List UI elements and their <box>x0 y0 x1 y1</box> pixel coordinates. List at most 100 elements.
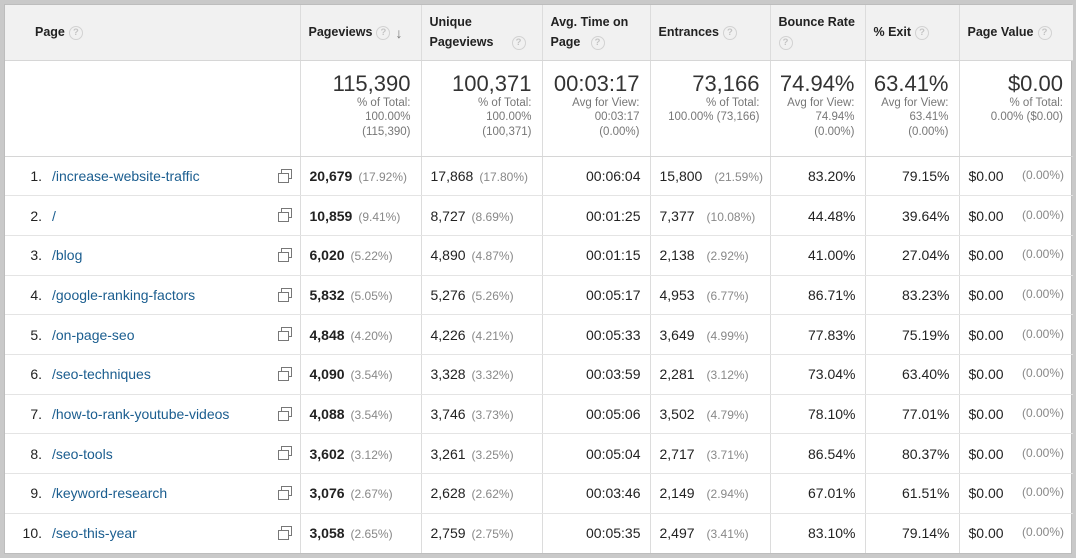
table-row: 3. /blog 6,020 (5.22%) 4,890 (4.87%) 00:01:… <box>5 235 1073 276</box>
row-number: 8. <box>30 445 42 462</box>
page-value-value: $0.00 <box>968 405 1004 422</box>
page-link[interactable]: /how-to-rank-youtube-videos <box>52 405 230 422</box>
pageviews-value: 20,679 <box>309 167 353 184</box>
exit-cell: 39.64% <box>865 195 960 236</box>
col-header-exit[interactable]: % Exit? <box>865 5 960 61</box>
page-link[interactable]: /google-ranking-factors <box>52 286 196 303</box>
col-header-entrances[interactable]: Entrances? <box>650 5 771 61</box>
table-row: 4. /google-ranking-factors 5,832 (5.05%) 5… <box>5 275 1073 316</box>
entrances-percent: (3.71%) <box>706 447 749 462</box>
open-in-new-window-icon[interactable] <box>277 525 292 540</box>
page-cell: 1. /increase-website-traffic <box>5 156 301 197</box>
open-in-new-window-icon[interactable] <box>277 446 292 461</box>
pageviews-percent: (3.54%) <box>350 368 393 383</box>
totals-page-value: $0.00 % of Total: 0.00% ($0.00) <box>959 60 1073 157</box>
page-value-percent: (0.00%) <box>1021 485 1064 500</box>
pageviews-value: 10,859 <box>309 207 353 224</box>
help-icon[interactable]: ? <box>511 35 526 50</box>
unique-pageviews-value: 4,890 <box>430 247 466 264</box>
pageviews-percent: (2.65%) <box>350 527 393 542</box>
help-icon[interactable]: ? <box>590 35 605 50</box>
avg-time-value: 00:01:25 <box>586 207 641 224</box>
entrances-percent: (2.94%) <box>706 487 749 502</box>
col-header-pageviews[interactable]: Pageviews? ↓ <box>300 5 422 61</box>
avg-time-value: 00:01:15 <box>586 247 641 264</box>
avg-time-cell: 00:05:35 <box>542 513 651 553</box>
page-value-value: $0.00 <box>968 485 1004 502</box>
bounce-rate-cell: 86.54% <box>770 433 866 474</box>
pageviews-cell: 20,679 (17.92%) <box>300 156 422 197</box>
totals-pageviews: 115,390 % of Total: 100.00% (115,390) <box>300 60 422 157</box>
open-in-new-window-icon[interactable] <box>277 327 292 342</box>
page-link[interactable]: /seo-techniques <box>52 366 151 383</box>
help-icon[interactable]: ? <box>68 25 83 40</box>
bounce-rate-value: 77.83% <box>808 326 856 343</box>
page-cell: 2. / <box>5 195 301 236</box>
bounce-rate-value: 83.20% <box>808 167 856 184</box>
pageviews-value: 3,058 <box>309 525 345 542</box>
page-link[interactable]: /increase-website-traffic <box>52 167 200 184</box>
pageviews-percent: (9.41%) <box>358 209 401 224</box>
page-link[interactable]: /on-page-seo <box>52 326 135 343</box>
col-header-page[interactable]: Page? <box>5 5 301 61</box>
help-icon[interactable]: ? <box>1037 25 1052 40</box>
open-in-new-window-icon[interactable] <box>277 366 292 381</box>
help-icon[interactable]: ? <box>722 25 737 40</box>
page-value-percent: (0.00%) <box>1021 525 1064 540</box>
page-link[interactable]: /seo-tools <box>52 445 113 462</box>
avg-time-value: 00:05:17 <box>586 286 641 303</box>
pageviews-percent: (4.20%) <box>350 328 393 343</box>
row-number: 3. <box>30 247 42 264</box>
help-icon[interactable]: ? <box>915 25 930 40</box>
page-cell: 10. /seo-this-year <box>5 513 301 553</box>
pageviews-value: 6,020 <box>309 247 345 264</box>
unique-pageviews-cell: 8,727 (8.69%) <box>421 195 543 236</box>
col-header-unique-pageviews[interactable]: Unique Pageviews? <box>421 5 543 61</box>
entrances-percent: (4.99%) <box>706 328 749 343</box>
unique-pageviews-cell: 4,226 (4.21%) <box>421 314 543 355</box>
pageviews-cell: 3,076 (2.67%) <box>300 473 422 514</box>
page-link[interactable]: /seo-this-year <box>52 525 137 542</box>
page-value-percent: (0.00%) <box>1021 247 1064 262</box>
open-in-new-window-icon[interactable] <box>277 247 292 262</box>
open-in-new-window-icon[interactable] <box>277 287 292 302</box>
page-link[interactable]: /blog <box>52 247 83 264</box>
col-header-avg-time[interactable]: Avg. Time on Page? <box>542 5 651 61</box>
avg-time-cell: 00:01:15 <box>542 235 651 276</box>
page-value-value: $0.00 <box>968 525 1004 542</box>
unique-pageviews-percent: (3.25%) <box>471 447 514 462</box>
open-in-new-window-icon[interactable] <box>277 208 292 223</box>
entrances-percent: (21.59%) <box>714 169 764 184</box>
avg-time-cell: 00:05:33 <box>542 314 651 355</box>
bounce-rate-cell: 83.20% <box>770 156 866 197</box>
col-header-bounce-rate[interactable]: Bounce Rate? <box>770 5 866 61</box>
bounce-rate-cell: 41.00% <box>770 235 866 276</box>
pageviews-value: 4,848 <box>309 326 345 343</box>
open-in-new-window-icon[interactable] <box>277 406 292 421</box>
page-cell: 7. /how-to-rank-youtube-videos <box>5 394 301 435</box>
open-in-new-window-icon[interactable] <box>277 168 292 183</box>
page-value-cell: $0.00 (0.00%) <box>959 195 1073 236</box>
bounce-rate-value: 83.10% <box>808 525 856 542</box>
avg-time-value: 00:05:04 <box>586 445 641 462</box>
totals-unique-pageviews: 100,371 % of Total: 100.00% (100,371) <box>421 60 543 157</box>
sort-down-arrow-icon[interactable]: ↓ <box>395 24 403 41</box>
pageviews-value: 3,076 <box>309 485 345 502</box>
page-value-value: $0.00 <box>968 286 1004 303</box>
help-icon[interactable]: ? <box>778 35 793 50</box>
page-link[interactable]: / <box>52 207 56 224</box>
entrances-value: 2,149 <box>659 485 695 502</box>
pageviews-cell: 4,090 (3.54%) <box>300 354 422 395</box>
row-number: 2. <box>30 207 42 224</box>
entrances-value: 7,377 <box>659 207 695 224</box>
table-row: 10. /seo-this-year 3,058 (2.65%) 2,759 (2.7… <box>5 513 1073 553</box>
bounce-rate-cell: 67.01% <box>770 473 866 514</box>
help-icon[interactable]: ? <box>376 25 391 40</box>
page-link[interactable]: /keyword-research <box>52 485 168 502</box>
totals-row: 115,390 % of Total: 100.00% (115,390) 10… <box>5 60 1073 157</box>
open-in-new-window-icon[interactable] <box>277 486 292 500</box>
col-header-page-value[interactable]: Page Value? <box>959 5 1073 61</box>
exit-value: 79.14% <box>902 525 950 542</box>
entrances-percent: (10.08%) <box>706 209 756 224</box>
row-number: 10. <box>22 525 42 542</box>
